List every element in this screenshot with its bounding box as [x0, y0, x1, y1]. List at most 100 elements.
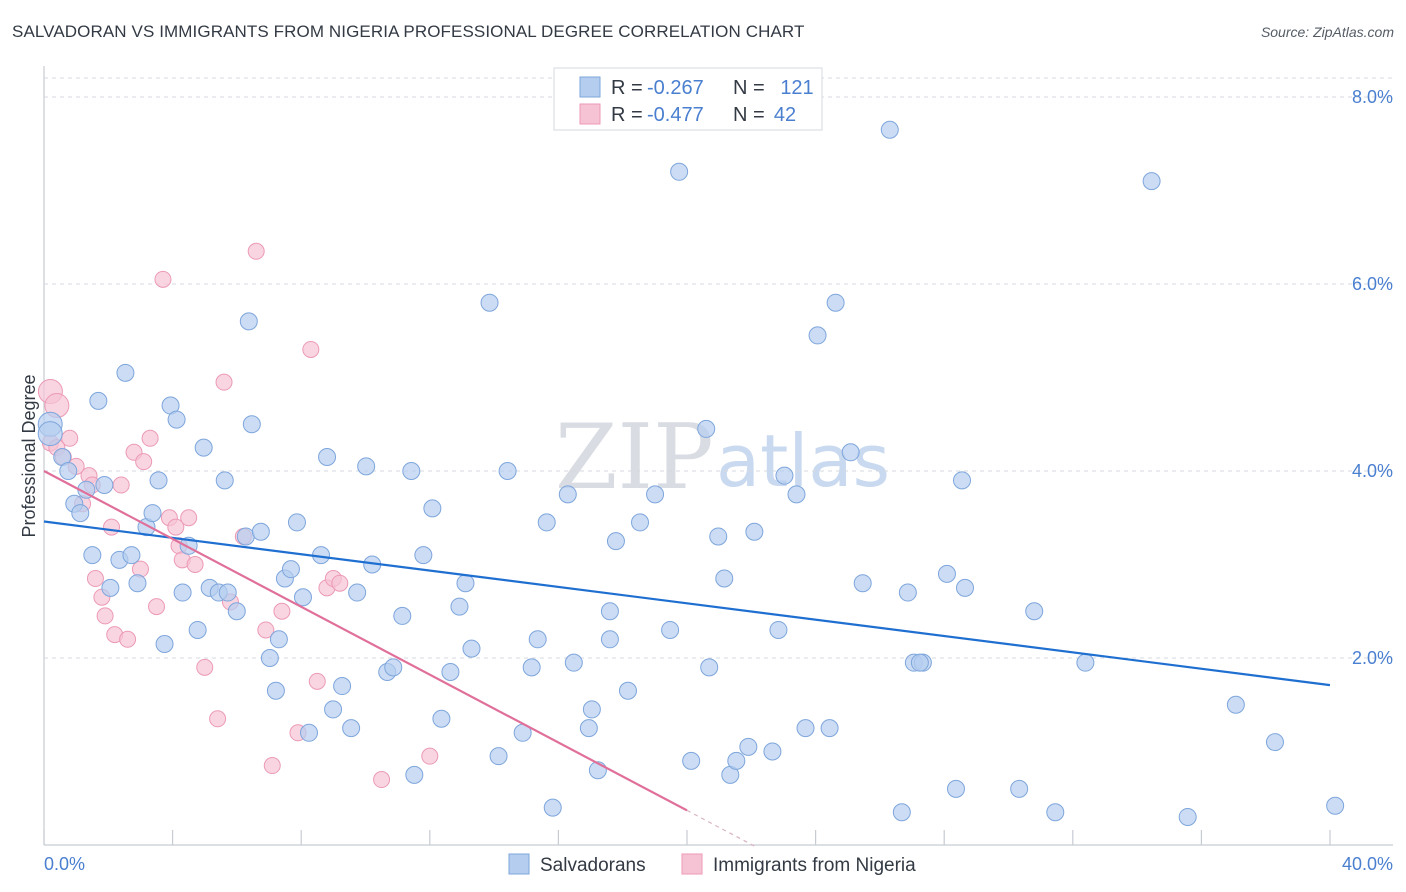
salvadoran-trend-line — [43, 520, 1331, 687]
salvadoran-point — [269, 630, 288, 649]
salvadoran-point — [1265, 733, 1284, 752]
salvadoran-point — [769, 620, 788, 639]
y-axis-label: Professional Degree — [19, 374, 39, 537]
axes: 2.0% 4.0% 6.0% 8.0% — [43, 66, 1393, 846]
salvadoran-point — [281, 560, 300, 579]
salvadoran-point — [480, 293, 499, 312]
salvadoran-point — [342, 719, 361, 738]
watermark-zip: ZIP — [555, 405, 714, 510]
salvadoran-point — [543, 798, 562, 817]
salvadoran-point — [709, 527, 728, 546]
salvadoran-point — [239, 312, 258, 331]
bottom-legend-label-nigeria: Immigrants from Nigeria — [713, 855, 916, 876]
nigeria-point — [154, 270, 172, 288]
salvadoran-point — [646, 485, 665, 504]
x-tick-label-max: 40.0% — [1342, 854, 1393, 874]
salvadoran-point — [953, 471, 972, 490]
legend-swatch-salvadorans — [579, 76, 601, 98]
salvadoran-point — [528, 630, 547, 649]
nigeria-point — [186, 556, 204, 573]
salvadoran-point — [564, 653, 583, 672]
salvadoran-point — [143, 504, 162, 523]
salvadoran-point — [700, 658, 719, 677]
nigeria-trend-line — [43, 470, 688, 812]
y-tick-label: 6.0% — [1352, 274, 1393, 294]
salvadoran-point — [763, 742, 782, 761]
salvadoran-point — [37, 421, 63, 447]
salvadoran-point — [149, 471, 168, 490]
nigeria-point — [373, 771, 391, 789]
nigeria-point — [86, 570, 104, 588]
nigeria-point — [308, 672, 326, 690]
nigeria-point — [148, 598, 166, 616]
salvadoran-point — [670, 162, 689, 181]
salvadoran-point — [498, 462, 517, 480]
salvadoran-point — [128, 574, 147, 593]
nigeria-point — [331, 574, 349, 592]
salvadoran-point — [1142, 172, 1161, 191]
salvadoran-point — [236, 527, 255, 546]
salvadoran-point — [697, 419, 716, 438]
nigeria-point — [180, 509, 198, 527]
salvadoran-point — [1226, 695, 1245, 714]
salvadoran-point — [405, 765, 424, 784]
salvadoran-point — [1010, 779, 1029, 798]
salvadoran-point — [194, 438, 213, 457]
salvadoran-point — [167, 410, 186, 429]
salvadoran-point — [661, 620, 680, 639]
nigeria-point — [209, 710, 227, 728]
salvadoran-point — [299, 723, 318, 742]
salvadoran-point — [522, 658, 541, 677]
salvadoran-point — [775, 466, 794, 485]
trend-lines — [43, 470, 1331, 849]
salvadoran-point — [715, 569, 734, 588]
nigeria-point — [135, 453, 153, 471]
legend-r-value-1: -0.267 — [647, 77, 704, 99]
salvadoran-point — [853, 574, 872, 593]
salvadoran-point — [95, 476, 114, 495]
salvadoran-point — [841, 443, 860, 462]
salvadoran-point — [579, 719, 598, 738]
salvadoran-point — [1326, 796, 1345, 815]
salvadoran-point — [59, 462, 78, 480]
nigeria-point — [263, 757, 281, 775]
salvadoran-point — [826, 293, 845, 312]
salvadoran-point — [910, 653, 929, 672]
salvadoran-point — [898, 583, 917, 602]
salvadoran-point — [1178, 807, 1197, 826]
y-tick-label: 2.0% — [1352, 648, 1393, 668]
salvadoran-point — [956, 578, 975, 597]
nigeria-point — [302, 340, 320, 358]
salvadoran-point — [89, 391, 108, 410]
nigeria-points — [37, 242, 439, 789]
x-tick-label-min: 0.0% — [44, 854, 85, 874]
nigeria-point — [215, 373, 233, 391]
y-tick-label: 4.0% — [1352, 461, 1393, 481]
nigeria-point — [421, 747, 439, 765]
salvadoran-point — [251, 522, 270, 541]
salvadoran-point — [1046, 803, 1065, 822]
salvadoran-point — [101, 578, 120, 597]
salvadoran-point — [384, 658, 403, 677]
salvadoran-point — [333, 677, 352, 696]
salvadoran-point — [423, 499, 442, 518]
salvadoran-point — [287, 513, 306, 532]
salvadoran-point — [946, 779, 965, 798]
salvadoran-point — [155, 634, 174, 653]
salvadoran-point — [441, 663, 460, 682]
salvadoran-point — [83, 546, 102, 565]
y-tick-label: 8.0% — [1352, 87, 1393, 107]
salvadoran-point — [393, 606, 412, 625]
salvadoran-point — [462, 639, 481, 658]
nigeria-point — [119, 630, 137, 648]
legend-n-label-1: N = — [733, 77, 765, 99]
salvadoran-points — [37, 120, 1345, 826]
salvadoran-point — [456, 574, 475, 593]
nigeria-point — [61, 429, 79, 447]
legend-n-label-2: N = — [733, 104, 765, 126]
nigeria-point — [103, 518, 121, 536]
nigeria-point — [196, 658, 214, 676]
salvadoran-point — [227, 602, 246, 621]
salvadoran-point — [1025, 602, 1044, 621]
